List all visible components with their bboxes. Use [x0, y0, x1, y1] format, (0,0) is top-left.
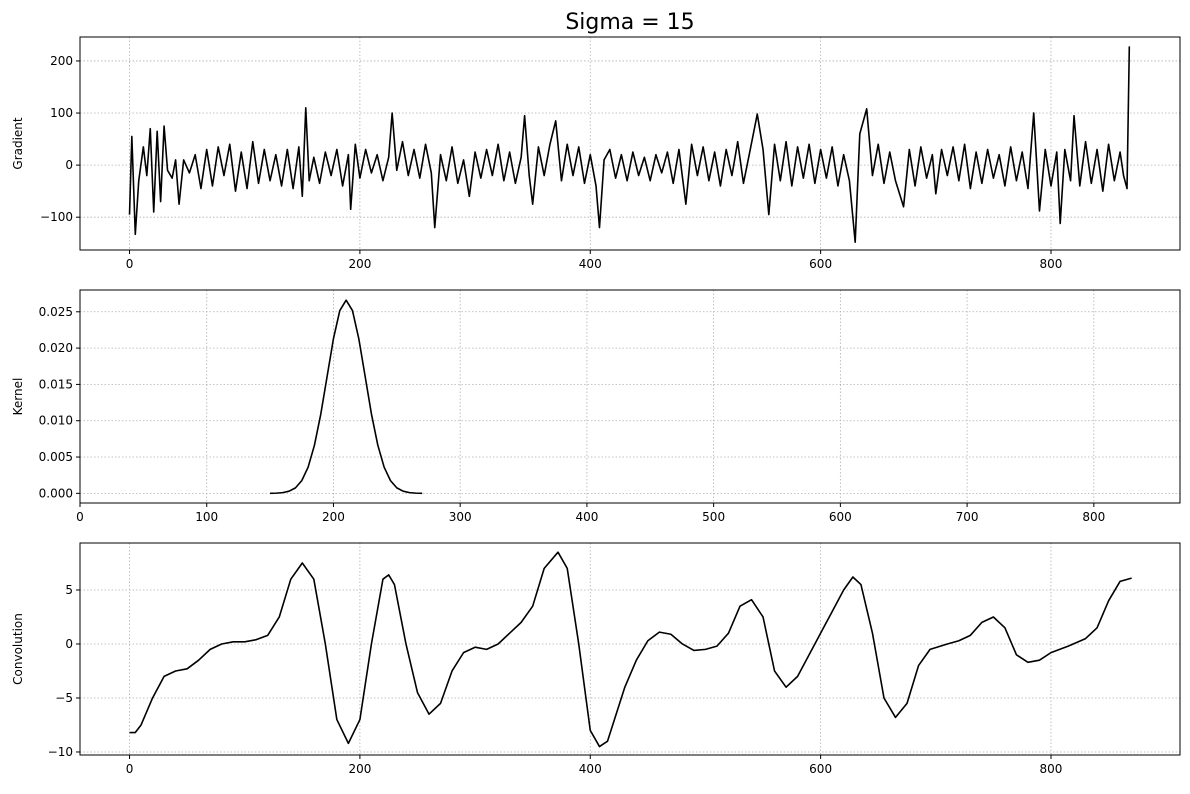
- x-tick-label: 800: [1040, 762, 1063, 776]
- y-axis-label: Kernel: [11, 378, 25, 416]
- x-tick-label: 600: [829, 510, 852, 524]
- x-tick-label: 200: [348, 257, 371, 271]
- y-tick-label: −10: [48, 745, 73, 759]
- y-tick-label: −5: [55, 691, 73, 705]
- x-tick-label: 600: [809, 762, 832, 776]
- y-tick-label: 0.025: [39, 305, 73, 319]
- data-line: [270, 299, 423, 495]
- data-line: [129, 551, 1132, 748]
- x-tick-label: 400: [575, 510, 598, 524]
- x-tick-label: 0: [126, 762, 134, 776]
- chart-title: Sigma = 15: [565, 10, 694, 35]
- x-tick-label: 800: [1040, 257, 1063, 271]
- y-tick-label: 0.005: [39, 450, 73, 464]
- y-tick-label: 0.020: [39, 341, 73, 355]
- axes-frame: [79, 36, 1181, 251]
- data-line: [128, 46, 1131, 243]
- x-tick-label: 800: [1082, 510, 1105, 524]
- y-tick-label: 0: [65, 158, 73, 172]
- x-tick-label: 400: [579, 762, 602, 776]
- y-tick-label: 0.000: [39, 486, 73, 500]
- x-tick-label: 200: [348, 762, 371, 776]
- axes-frame: [79, 289, 1181, 504]
- y-tick-label: 0: [65, 637, 73, 651]
- x-tick-label: 0: [76, 510, 84, 524]
- y-tick-label: 0.015: [39, 377, 73, 391]
- x-tick-label: 0: [126, 257, 134, 271]
- x-tick-label: 200: [322, 510, 345, 524]
- x-tick-label: 400: [579, 257, 602, 271]
- y-tick-label: 0.010: [39, 414, 73, 428]
- x-tick-label: 300: [449, 510, 472, 524]
- y-tick-label: 200: [50, 54, 73, 68]
- y-axis-label: Gradient: [11, 117, 25, 170]
- y-tick-label: −100: [40, 210, 73, 224]
- x-tick-label: 100: [195, 510, 218, 524]
- y-axis-label: Convolution: [11, 613, 25, 685]
- x-tick-label: 600: [809, 257, 832, 271]
- axes-frame: [79, 542, 1181, 756]
- y-tick-label: 100: [50, 106, 73, 120]
- y-tick-label: 5: [65, 583, 73, 597]
- x-tick-label: 500: [702, 510, 725, 524]
- x-tick-label: 700: [956, 510, 979, 524]
